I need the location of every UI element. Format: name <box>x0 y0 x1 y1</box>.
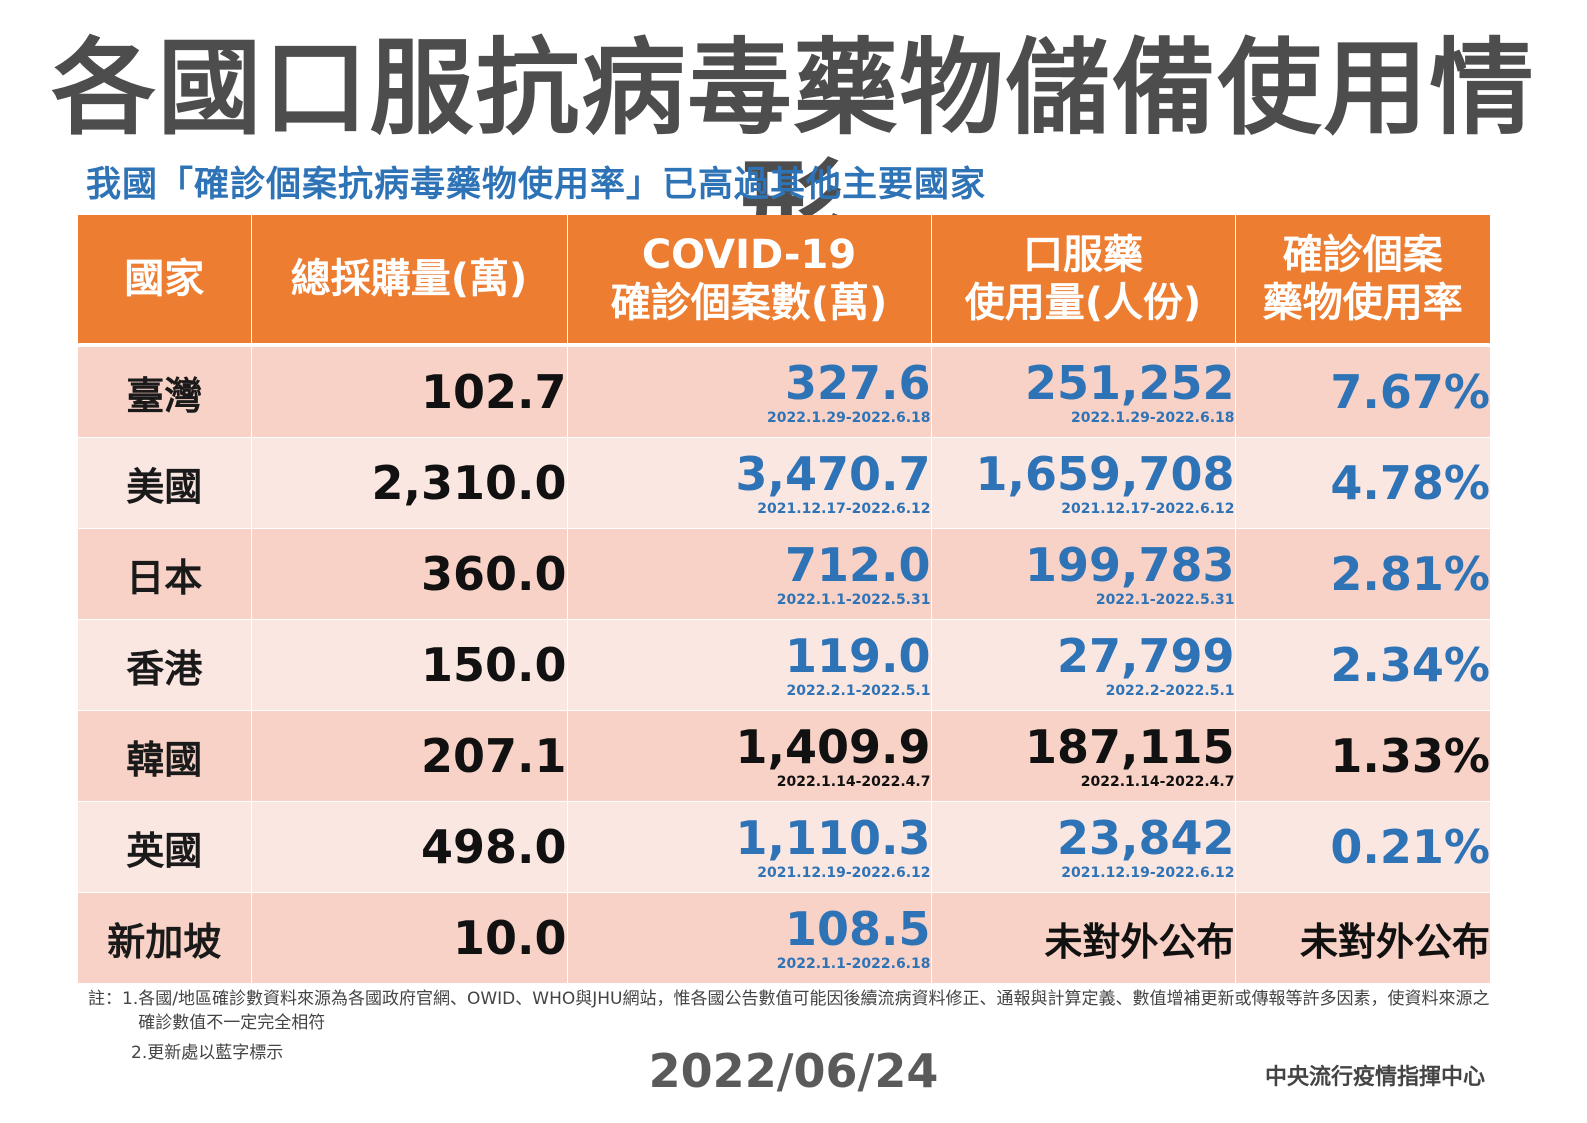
table-row-taiwan: 臺灣 102.7 327.6 2022.1.29-2022.6.18 251,25… <box>78 345 1490 438</box>
footnote-1-text: 各國/地區確診數資料來源為各國政府官網、OWID、WHO與JHU網站，惟各國公告… <box>138 989 1490 1033</box>
country-cell: 新加坡 <box>78 892 252 984</box>
rate-cell: 2.81% <box>1235 528 1490 620</box>
purchase-cell: 150.0 <box>251 619 568 711</box>
usage-period: 2022.1.14-2022.4.7 <box>1080 774 1235 790</box>
usage-period: 2022.1.29-2022.6.18 <box>1071 410 1235 426</box>
purchase-cell: 498.0 <box>251 801 568 893</box>
organization-name: 中央流行疫情指揮中心 <box>1264 1065 1485 1090</box>
stockpile-table: 國家 總採購量(萬) COVID-19 確診個案數(萬) 口服藥 使用量(人份) 確… <box>78 215 1490 984</box>
table-row-usa: 美國 2,310.0 3,470.7 2021.12.17-2022.6.12 1… <box>78 437 1490 529</box>
cases-period: 2022.1.29-2022.6.18 <box>767 410 931 426</box>
table-row-hong-kong: 香港 150.0 119.0 2022.2.1-2022.5.1 27,799 20… <box>78 619 1490 711</box>
cases-period: 2022.1.14-2022.4.7 <box>776 774 931 790</box>
usage-cell: 未對外公布 <box>931 892 1236 984</box>
page-title: 各國口服抗病毒藥物儲備使用情形 <box>51 27 1536 269</box>
usage-cell: 27,799 2022.2-2022.5.1 <box>931 619 1236 711</box>
cases-period: 2022.1.1-2022.6.18 <box>776 956 931 972</box>
page-subtitle: 我國「確診個案抗病毒藥物使用率」已高過其他主要國家 <box>86 165 987 205</box>
usage-period: 2022.1-2022.5.31 <box>1095 592 1235 608</box>
rate-cell: 2.34% <box>1235 619 1490 711</box>
cases-period: 2021.12.19-2022.6.12 <box>757 865 931 881</box>
footnote-2: 2.更新處以藍字標示 <box>131 1043 284 1063</box>
rate-cell: 1.33% <box>1235 710 1490 802</box>
country-cell: 香港 <box>78 619 252 711</box>
footnotes: 註：1. 各國/地區確診數資料來源為各國政府官網、OWID、WHO與JHU網站，… <box>88 987 1498 1065</box>
purchase-cell: 10.0 <box>251 892 568 984</box>
usage-period: 2022.2-2022.5.1 <box>1105 683 1235 699</box>
purchase-cell: 207.1 <box>251 710 568 802</box>
cases-cell: 119.0 2022.2.1-2022.5.1 <box>567 619 932 711</box>
table-header-row: 國家 總採購量(萬) COVID-19 確診個案數(萬) 口服藥 使用量(人份) 確… <box>78 215 1490 347</box>
header-total-purchase: 總採購量(萬) <box>251 215 568 347</box>
header-confirmed-cases: COVID-19 確診個案數(萬) <box>567 215 932 347</box>
rate-cell: 7.67% <box>1235 345 1490 438</box>
header-country: 國家 <box>78 215 252 347</box>
country-cell: 日本 <box>78 528 252 620</box>
cases-cell: 1,110.3 2021.12.19-2022.6.12 <box>567 801 932 893</box>
country-cell: 臺灣 <box>78 345 252 438</box>
rate-cell: 4.78% <box>1235 437 1490 529</box>
cases-cell: 1,409.9 2022.1.14-2022.4.7 <box>567 710 932 802</box>
cases-cell: 712.0 2022.1.1-2022.5.31 <box>567 528 932 620</box>
header-oral-drug-usage: 口服藥 使用量(人份) <box>931 215 1236 347</box>
cases-cell: 327.6 2022.1.29-2022.6.18 <box>567 345 932 438</box>
purchase-cell: 102.7 <box>251 345 568 438</box>
cases-period: 2021.12.17-2022.6.12 <box>757 501 931 517</box>
publish-date: 2022/06/24 <box>648 1044 939 1098</box>
table-row-singapore: 新加坡 10.0 108.5 2022.1.1-2022.6.18 未對外公布 未… <box>78 892 1490 984</box>
purchase-cell: 360.0 <box>251 528 568 620</box>
usage-period: 2021.12.17-2022.6.12 <box>1061 501 1235 517</box>
cases-period: 2022.1.1-2022.5.31 <box>776 592 931 608</box>
usage-cell: 187,115 2022.1.14-2022.4.7 <box>931 710 1236 802</box>
rate-cell: 未對外公布 <box>1235 892 1490 984</box>
footnote-1-label: 註：1. <box>88 989 139 1009</box>
cases-cell: 108.5 2022.1.1-2022.6.18 <box>567 892 932 984</box>
rate-cell: 0.21% <box>1235 801 1490 893</box>
footnote-1: 註：1. 各國/地區確診數資料來源為各國政府官網、OWID、WHO與JHU網站，… <box>88 987 1498 1035</box>
country-cell: 美國 <box>78 437 252 529</box>
table-row-japan: 日本 360.0 712.0 2022.1.1-2022.5.31 199,783… <box>78 528 1490 620</box>
usage-cell: 1,659,708 2021.12.17-2022.6.12 <box>931 437 1236 529</box>
country-cell: 英國 <box>78 801 252 893</box>
header-usage-rate: 確診個案 藥物使用率 <box>1235 215 1490 347</box>
cases-period: 2022.2.1-2022.5.1 <box>786 683 931 699</box>
usage-period: 2021.12.19-2022.6.12 <box>1061 865 1235 881</box>
purchase-cell: 2,310.0 <box>251 437 568 529</box>
cases-cell: 3,470.7 2021.12.17-2022.6.12 <box>567 437 932 529</box>
country-cell: 韓國 <box>78 710 252 802</box>
table-row-korea: 韓國 207.1 1,409.9 2022.1.14-2022.4.7 187,1… <box>78 710 1490 802</box>
usage-cell: 23,842 2021.12.19-2022.6.12 <box>931 801 1236 893</box>
table-row-uk: 英國 498.0 1,110.3 2021.12.19-2022.6.12 23,… <box>78 801 1490 893</box>
usage-cell: 251,252 2022.1.29-2022.6.18 <box>931 345 1236 438</box>
usage-cell: 199,783 2022.1-2022.5.31 <box>931 528 1236 620</box>
